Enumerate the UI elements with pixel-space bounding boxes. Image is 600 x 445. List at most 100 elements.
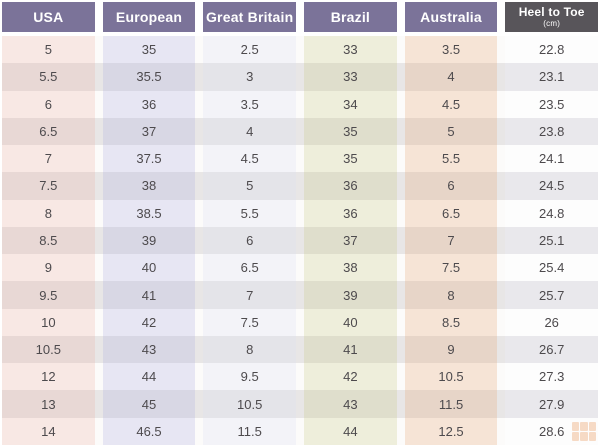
cell-usa: 6.5 <box>2 117 95 146</box>
cell-european: 38.5 <box>102 199 196 227</box>
table-row: 5 35 2.5 33 3.5 22.8 <box>2 36 599 64</box>
cell-european: 36 <box>102 90 196 118</box>
cell-usa: 10.5 <box>2 335 95 364</box>
cell-heel-to-toe: 23.5 <box>505 90 599 118</box>
table-body: 5 35 2.5 33 3.5 22.8 5.5 35.5 3 33 4 23.1 6 36 3.5 34 4.… <box>2 36 599 445</box>
cell-european: 41 <box>102 281 196 309</box>
cell-australia: 7.5 <box>404 254 498 282</box>
cell-european: 37.5 <box>102 145 196 173</box>
table-row: 10 42 7.5 40 8.5 26 <box>2 308 599 336</box>
cell-european: 37 <box>102 117 196 146</box>
cell-brazil: 33 <box>304 63 397 91</box>
cell-great-britain: 4.5 <box>203 145 297 173</box>
cell-usa: 7 <box>2 145 95 173</box>
cell-usa: 10 <box>2 308 95 336</box>
table-row: 12 44 9.5 42 10.5 27.3 <box>2 363 599 391</box>
cell-brazil: 42 <box>304 363 397 391</box>
cell-australia: 6.5 <box>404 199 498 227</box>
cell-brazil: 34 <box>304 90 397 118</box>
table-row: 9.5 41 7 39 8 25.7 <box>2 281 599 309</box>
cell-european: 45 <box>102 390 196 418</box>
column-header-great-britain: Great Britain <box>203 2 297 32</box>
cell-great-britain: 3 <box>203 63 297 91</box>
cell-australia: 5 <box>404 117 498 146</box>
cell-european: 43 <box>102 335 196 364</box>
cell-australia: 10.5 <box>404 363 498 391</box>
cell-heel-to-toe: 22.8 <box>505 36 599 64</box>
cell-great-britain: 5 <box>203 172 297 200</box>
cell-usa: 13 <box>2 390 95 418</box>
table-row: 9 40 6.5 38 7.5 25.4 <box>2 254 599 282</box>
cell-european: 35 <box>102 36 196 64</box>
cell-australia: 4 <box>404 63 498 91</box>
cell-heel-to-toe: 23.1 <box>505 63 599 91</box>
column-header-heel-to-toe: Heel to Toe (cm) <box>505 2 599 32</box>
cell-usa: 5.5 <box>2 63 95 91</box>
table-row: 5.5 35.5 3 33 4 23.1 <box>2 63 599 91</box>
table-row: 13 45 10.5 43 11.5 27.9 <box>2 390 599 418</box>
cell-heel-to-toe: 27.9 <box>505 390 599 418</box>
cell-heel-to-toe: 24.8 <box>505 199 599 227</box>
cell-heel-to-toe: 26 <box>505 308 599 336</box>
cell-great-britain: 2.5 <box>203 36 297 64</box>
cell-australia: 4.5 <box>404 90 498 118</box>
cell-australia: 9 <box>404 335 498 364</box>
cell-european: 39 <box>102 226 196 255</box>
cell-great-britain: 8 <box>203 335 297 364</box>
watermark-logo-icon <box>572 422 596 441</box>
cell-great-britain: 5.5 <box>203 199 297 227</box>
cell-heel-to-toe: 23.8 <box>505 117 599 146</box>
cell-great-britain: 7 <box>203 281 297 309</box>
table-row: 6.5 37 4 35 5 23.8 <box>2 117 599 146</box>
cell-usa: 12 <box>2 363 95 391</box>
cell-heel-to-toe: 26.7 <box>505 335 599 364</box>
cell-brazil: 35 <box>304 145 397 173</box>
cell-usa: 9 <box>2 254 95 282</box>
column-header-usa: USA <box>2 2 95 32</box>
cell-european: 42 <box>102 308 196 336</box>
cell-australia: 12.5 <box>404 417 498 445</box>
table-row: 8.5 39 6 37 7 25.1 <box>2 226 599 255</box>
cell-great-britain: 6.5 <box>203 254 297 282</box>
cell-brazil: 44 <box>304 417 397 445</box>
column-header-australia: Australia <box>404 2 498 32</box>
cell-heel-to-toe: 27.3 <box>505 363 599 391</box>
cell-usa: 9.5 <box>2 281 95 309</box>
cell-brazil: 33 <box>304 36 397 64</box>
table-row: 10.5 43 8 41 9 26.7 <box>2 335 599 364</box>
cell-great-britain: 3.5 <box>203 90 297 118</box>
table-row: 7 37.5 4.5 35 5.5 24.1 <box>2 145 599 173</box>
cell-australia: 8.5 <box>404 308 498 336</box>
cell-great-britain: 10.5 <box>203 390 297 418</box>
cell-heel-to-toe: 25.4 <box>505 254 599 282</box>
cell-heel-to-toe: 24.5 <box>505 172 599 200</box>
cell-great-britain: 11.5 <box>203 417 297 445</box>
column-header-label: USA <box>33 9 64 25</box>
cell-usa: 5 <box>2 36 95 64</box>
cell-european: 44 <box>102 363 196 391</box>
cell-usa: 7.5 <box>2 172 95 200</box>
column-header-label: Australia <box>420 9 482 25</box>
cell-european: 38 <box>102 172 196 200</box>
cell-australia: 5.5 <box>404 145 498 173</box>
cell-brazil: 38 <box>304 254 397 282</box>
cell-heel-to-toe: 25.1 <box>505 226 599 255</box>
cell-brazil: 35 <box>304 117 397 146</box>
cell-australia: 8 <box>404 281 498 309</box>
cell-brazil: 39 <box>304 281 397 309</box>
table-row: 7.5 38 5 36 6 24.5 <box>2 172 599 200</box>
cell-australia: 6 <box>404 172 498 200</box>
cell-brazil: 43 <box>304 390 397 418</box>
column-header-label: European <box>115 9 183 25</box>
cell-european: 46.5 <box>102 417 196 445</box>
cell-european: 40 <box>102 254 196 282</box>
column-header-label: Brazil <box>330 9 371 25</box>
cell-european: 35.5 <box>102 63 196 91</box>
table-row: 14 46.5 11.5 44 12.5 28.6 <box>2 417 599 445</box>
cell-australia: 3.5 <box>404 36 498 64</box>
column-header-label: Heel to Toe <box>518 5 585 19</box>
cell-australia: 11.5 <box>404 390 498 418</box>
cell-brazil: 40 <box>304 308 397 336</box>
cell-usa: 14 <box>2 417 95 445</box>
